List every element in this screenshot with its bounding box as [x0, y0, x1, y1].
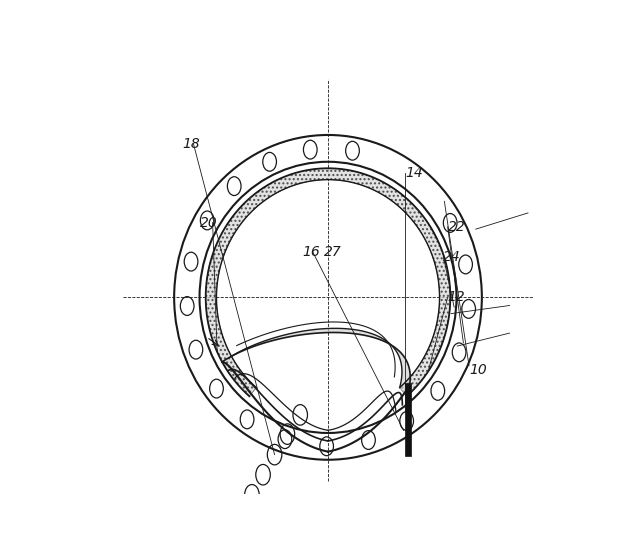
Text: 22: 22	[447, 220, 465, 234]
Bar	[405, 384, 411, 456]
Text: 27: 27	[324, 245, 342, 260]
Text: 18: 18	[182, 137, 200, 150]
Text: 14: 14	[405, 166, 422, 180]
Text: 20: 20	[200, 215, 218, 230]
Polygon shape	[222, 329, 410, 396]
Text: 24: 24	[444, 250, 461, 264]
Text: 12: 12	[447, 290, 465, 304]
Polygon shape	[205, 168, 451, 396]
Text: 16: 16	[302, 245, 320, 260]
Text: 10: 10	[469, 363, 487, 377]
